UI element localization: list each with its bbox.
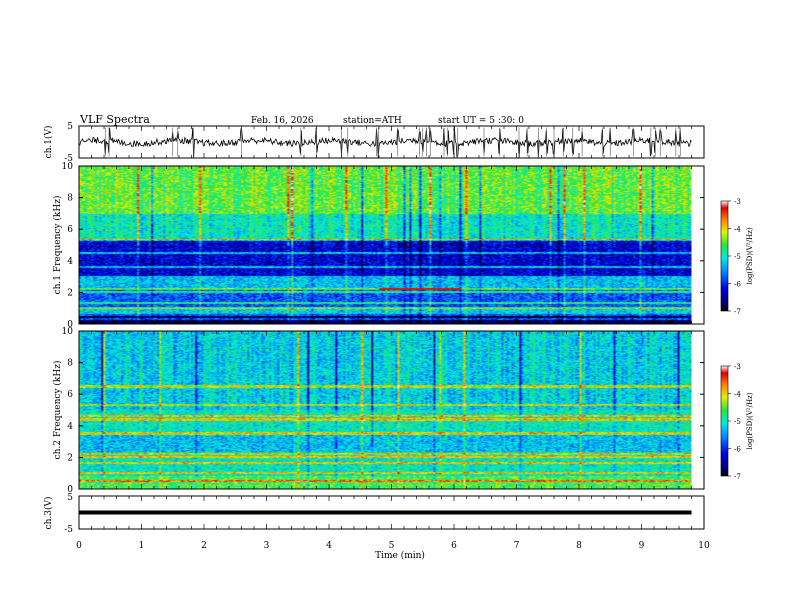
spec2-ytick-label: 4 bbox=[67, 422, 73, 432]
spec2-ytick-label: 6 bbox=[67, 390, 73, 400]
ch3-ytick-bottom: -5 bbox=[64, 525, 73, 535]
time-tick-label: 9 bbox=[639, 541, 645, 551]
time-tick-label: 6 bbox=[451, 541, 457, 551]
ch3-waveform-ylabel: ch.3(V) bbox=[43, 497, 54, 530]
ch1-colorbar-label: log(PSD)(V²/Hz) bbox=[746, 227, 754, 284]
ch2-colorbar: -3 -4 -5 -6 -7 log(PSD)(V²/Hz) bbox=[720, 363, 754, 481]
figure-title: VLF Spectra bbox=[79, 113, 150, 126]
spec1-ytick-label: 4 bbox=[67, 257, 73, 267]
spec2-ytick-label: 8 bbox=[67, 359, 73, 369]
ch1-spectrogram-panel: 0 2 4 6 8 10 ch.1 Frequency (kHz) bbox=[52, 162, 705, 330]
ch2-spectrogram-ylabel: ch.2 Frequency (kHz) bbox=[52, 361, 63, 460]
ch2-colorbar-label: log(PSD)(V²/Hz) bbox=[746, 392, 754, 449]
colorbar2-tick-label: -3 bbox=[734, 363, 741, 371]
time-tick-label: 8 bbox=[576, 541, 582, 551]
ch2-colorbar-gradient bbox=[721, 366, 728, 476]
ch2-spectrogram-panel: 0 2 4 6 8 10 ch.2 Frequency (kHz) bbox=[52, 327, 705, 495]
date-label: Feb. 16, 2026 bbox=[251, 116, 314, 126]
ch1-spectrogram-image bbox=[79, 166, 692, 324]
colorbar2-tick-label: -4 bbox=[734, 391, 741, 399]
ch1-ytick-bottom: -5 bbox=[64, 154, 73, 164]
ch1-ytick-top: 5 bbox=[67, 122, 73, 132]
ch3-waveform-panel: 5 -5 ch.3(V) bbox=[43, 493, 705, 535]
spec1-ytick-label: 10 bbox=[62, 162, 74, 172]
time-tick-label: 7 bbox=[514, 541, 520, 551]
time-tick-label: 3 bbox=[264, 541, 270, 551]
ch1-colorbar-gradient bbox=[721, 201, 728, 311]
colorbar2-tick-label: -7 bbox=[734, 473, 741, 481]
ch1-waveform-ylabel: ch.1(V) bbox=[43, 126, 54, 159]
colorbar1-tick-label: -6 bbox=[734, 281, 741, 289]
ch1-waveform-panel: 5 -5 ch.1(V) bbox=[43, 122, 705, 164]
start-ut-label: start UT = 5 :30: 0 bbox=[438, 116, 524, 126]
spec1-ytick-label: 0 bbox=[67, 320, 73, 330]
ch3-ytick-top: 5 bbox=[67, 493, 73, 503]
ch1-waveform-trace bbox=[78, 126, 692, 158]
time-axis-label: Time (min) bbox=[375, 550, 425, 561]
station-label: station=ATH bbox=[343, 116, 402, 126]
spec1-ytick-label: 6 bbox=[67, 225, 73, 235]
colorbar1-tick-label: -3 bbox=[734, 198, 741, 206]
time-tick-label: 10 bbox=[698, 541, 710, 551]
time-tick-label: 2 bbox=[201, 541, 207, 551]
spec2-ytick-label: 2 bbox=[67, 453, 73, 463]
colorbar2-tick-label: -6 bbox=[734, 446, 741, 454]
colorbar2-tick-label: -5 bbox=[734, 418, 741, 426]
spec2-ytick-label: 10 bbox=[62, 327, 74, 337]
colorbar1-tick-label: -7 bbox=[734, 308, 741, 316]
spec1-ytick-label: 2 bbox=[67, 288, 73, 298]
colorbar1-tick-label: -5 bbox=[734, 253, 741, 261]
ch1-colorbar: -3 -4 -5 -6 -7 log(PSD)(V²/Hz) bbox=[720, 198, 754, 316]
time-tick-label: 0 bbox=[76, 541, 82, 551]
time-tick-label: 1 bbox=[139, 541, 145, 551]
time-tick-label: 4 bbox=[326, 541, 332, 551]
spec1-ytick-label: 8 bbox=[67, 194, 73, 204]
ch1-waveform-line bbox=[78, 126, 692, 158]
colorbar1-tick-label: -4 bbox=[734, 226, 741, 234]
ch1-spectrogram-ylabel: ch.1 Frequency (kHz) bbox=[52, 196, 63, 295]
spec2-ytick-label: 0 bbox=[67, 485, 73, 495]
ch2-spectrogram-image bbox=[79, 331, 692, 489]
time-tick-label: 5 bbox=[389, 541, 395, 551]
